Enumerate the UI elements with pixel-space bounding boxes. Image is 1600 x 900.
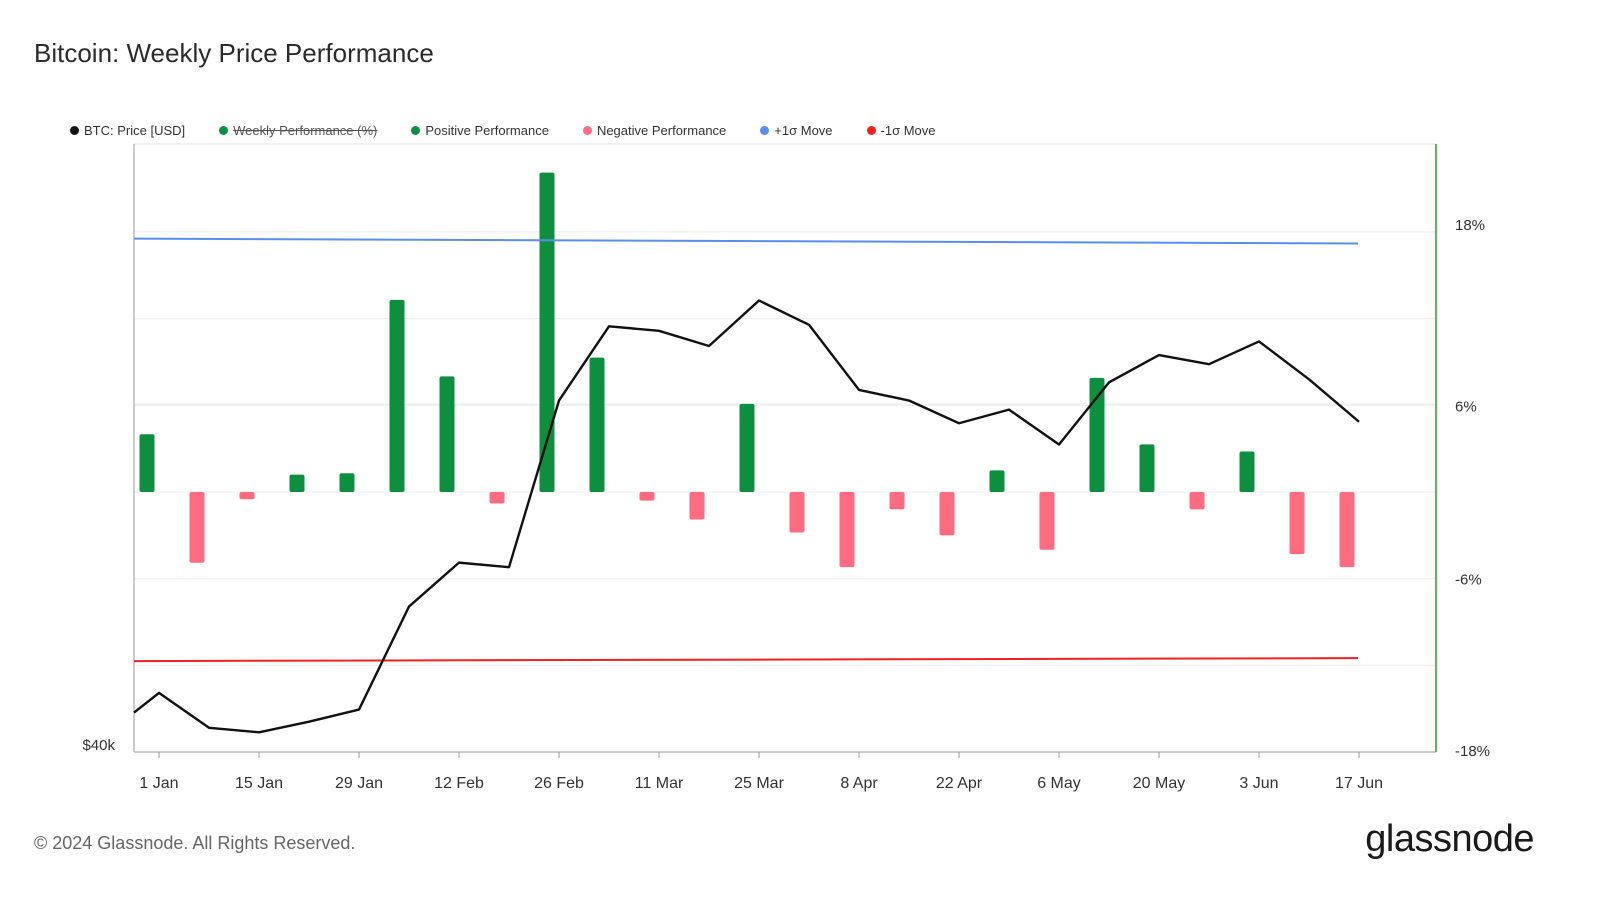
legend-label: Positive Performance bbox=[425, 123, 549, 138]
negative-bar bbox=[239, 492, 255, 500]
legend-item-positive-performance[interactable]: Positive Performance bbox=[411, 123, 549, 138]
negative-bar bbox=[1189, 492, 1205, 510]
positive-bar bbox=[739, 403, 755, 492]
legend-label: +1σ Move bbox=[774, 123, 833, 138]
negative-bar bbox=[1039, 492, 1055, 550]
positive-bar bbox=[289, 474, 305, 492]
positive-bar bbox=[389, 299, 405, 492]
x-tick-label: 25 Mar bbox=[734, 775, 784, 792]
x-tick-label: 1 Jan bbox=[139, 775, 178, 792]
right-axis-ticks: 18% 6% -6% -18% bbox=[1455, 217, 1490, 760]
x-tick-label: 15 Jan bbox=[235, 775, 283, 792]
x-tick-label: 8 Apr bbox=[840, 775, 878, 792]
negative-bar bbox=[839, 492, 855, 568]
negative-bar bbox=[1289, 492, 1305, 555]
negative-bar bbox=[639, 492, 655, 501]
legend-item-btc-price[interactable]: BTC: Price [USD] bbox=[70, 123, 185, 138]
positive-bar bbox=[139, 434, 155, 492]
positive-bar bbox=[1089, 377, 1105, 492]
x-tick-label: 6 May bbox=[1037, 775, 1081, 792]
positive-bar bbox=[589, 357, 605, 492]
legend-item-negative-performance[interactable]: Negative Performance bbox=[582, 123, 727, 138]
x-tick-label: 17 Jun bbox=[1335, 775, 1383, 792]
legend-label: BTC: Price [USD] bbox=[84, 123, 186, 138]
positive-bar bbox=[439, 376, 455, 492]
x-tick-label: 29 Jan bbox=[335, 775, 383, 792]
x-tick-label: 26 Feb bbox=[534, 775, 584, 792]
positive-bar bbox=[1239, 451, 1255, 492]
legend-dot bbox=[760, 126, 770, 135]
legend-dot bbox=[866, 126, 876, 135]
legend-item-weekly-performance[interactable]: Weekly Performance (%) bbox=[219, 123, 377, 138]
negative-bar bbox=[1339, 492, 1355, 568]
performance-bars bbox=[139, 172, 1355, 568]
x-tick-label: 11 Mar bbox=[635, 775, 684, 792]
legend-dot bbox=[411, 126, 421, 135]
negative-bar bbox=[939, 492, 955, 536]
btc-price-line bbox=[133, 299, 1360, 734]
copyright-footer: © 2024 Glassnode. All Rights Reserved. bbox=[34, 833, 356, 853]
x-tick-label: 20 May bbox=[1133, 775, 1185, 792]
chart-title: Bitcoin: Weekly Price Performance bbox=[34, 38, 434, 68]
legend-label: Weekly Performance (%) bbox=[233, 123, 378, 138]
x-tick-label: 12 Feb bbox=[434, 775, 484, 792]
glassnode-logo: glassnode bbox=[1365, 818, 1534, 860]
chart-legend: BTC: Price [USD] Weekly Performance (%) … bbox=[70, 123, 970, 138]
left-tick-label: $40k bbox=[82, 737, 115, 754]
negative-bar bbox=[889, 492, 905, 510]
legend-item-plus-sigma[interactable]: +1σ Move bbox=[760, 123, 833, 138]
plus-sigma-line bbox=[133, 237, 1359, 245]
right-tick-label: -18% bbox=[1455, 743, 1490, 760]
positive-bar bbox=[1139, 444, 1155, 492]
right-tick-label: 6% bbox=[1455, 398, 1477, 415]
right-tick-label: -6% bbox=[1455, 572, 1482, 589]
btc-price-points bbox=[133, 300, 1360, 733]
negative-bar bbox=[789, 492, 805, 533]
negative-bar bbox=[689, 492, 705, 520]
x-axis-ticks: 1 Jan 15 Jan 29 Jan 12 Feb 26 Feb 11 Mar 25 Ma… bbox=[139, 752, 1383, 792]
legend-item-minus-sigma[interactable]: -1σ Move bbox=[866, 123, 936, 138]
positive-bar bbox=[989, 470, 1005, 492]
negative-bar bbox=[189, 492, 205, 563]
minus-sigma-line bbox=[133, 657, 1359, 663]
positive-bar bbox=[339, 473, 355, 492]
legend-label: Negative Performance bbox=[596, 123, 727, 138]
legend-dot bbox=[219, 126, 229, 135]
legend-dot bbox=[582, 126, 592, 135]
negative-bar bbox=[489, 492, 505, 504]
legend-dot bbox=[70, 126, 79, 135]
x-tick-label: 22 Apr bbox=[936, 775, 983, 792]
positive-bar bbox=[539, 172, 555, 492]
x-tick-label: 3 Jun bbox=[1239, 775, 1278, 792]
legend-label: -1σ Move bbox=[880, 123, 936, 138]
right-tick-label: 18% bbox=[1455, 217, 1485, 234]
grid-lines bbox=[134, 231, 1436, 753]
